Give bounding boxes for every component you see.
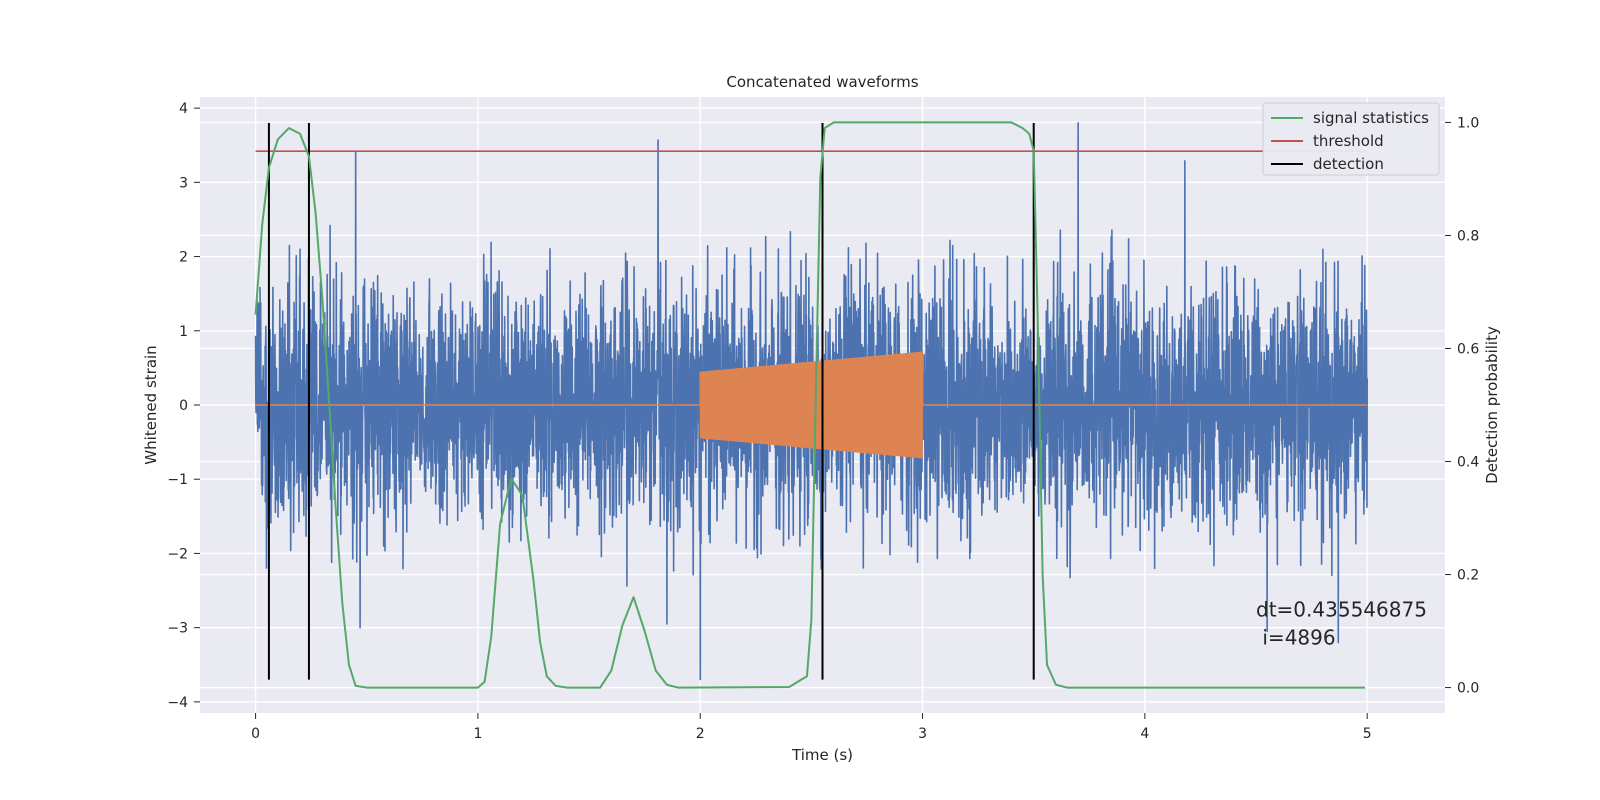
injected-waveform-line — [255, 351, 1368, 459]
legend-label: threshold — [1313, 132, 1384, 150]
x-tick-label: 4 — [1140, 726, 1149, 742]
y-tick-label-left: 0 — [179, 398, 188, 414]
chart-title: Concatenated waveforms — [726, 73, 918, 91]
y-tick-label-left: −4 — [167, 695, 188, 711]
y-axis-label-left: Whitened strain — [142, 345, 160, 464]
x-tick-label: 3 — [918, 726, 927, 742]
y-tick-label-right: 1.0 — [1457, 115, 1479, 131]
y-tick-label-right: 0.8 — [1457, 228, 1479, 244]
data-layer — [254, 121, 1368, 689]
y-axis-label-right: Detection probability — [1483, 326, 1501, 484]
legend: signal statistics threshold detection — [1262, 102, 1440, 176]
y-tick-label-left: 3 — [179, 175, 188, 191]
x-tick-label: 0 — [251, 726, 260, 742]
y-tick-label-left: 1 — [179, 324, 188, 340]
signal-statistics-line — [254, 121, 1365, 689]
annotation-i: i=4896 — [1256, 626, 1336, 650]
y-tick-label-right: 0.6 — [1457, 341, 1479, 357]
legend-label: signal statistics — [1313, 109, 1429, 127]
axes: 0 1 2 3 4 5 −4 −3 −2 −1 0 1 2 3 4 0.0 0.2 0.4 0.6 0.8 1.0 — [167, 101, 1479, 742]
legend-box — [1262, 102, 1440, 176]
annotation: dt=0.435546875 i=4896 — [1256, 598, 1427, 650]
y-tick-label-right: 0.0 — [1457, 681, 1479, 697]
x-tick-label: 1 — [473, 726, 482, 742]
x-tick-label: 5 — [1363, 726, 1372, 742]
legend-label: detection — [1313, 155, 1384, 173]
y-tick-label-left: −3 — [167, 621, 188, 637]
x-tick-label: 2 — [696, 726, 705, 742]
x-axis-label: Time (s) — [791, 746, 853, 764]
annotation-dt: dt=0.435546875 — [1256, 598, 1427, 622]
y-tick-label-left: −1 — [167, 472, 188, 488]
y-tick-label-right: 0.4 — [1457, 455, 1479, 471]
y-tick-label-left: −2 — [167, 546, 188, 562]
y-tick-label-left: 2 — [179, 250, 188, 266]
y-tick-label-right: 0.2 — [1457, 568, 1479, 584]
y-tick-label-left: 4 — [179, 101, 188, 117]
